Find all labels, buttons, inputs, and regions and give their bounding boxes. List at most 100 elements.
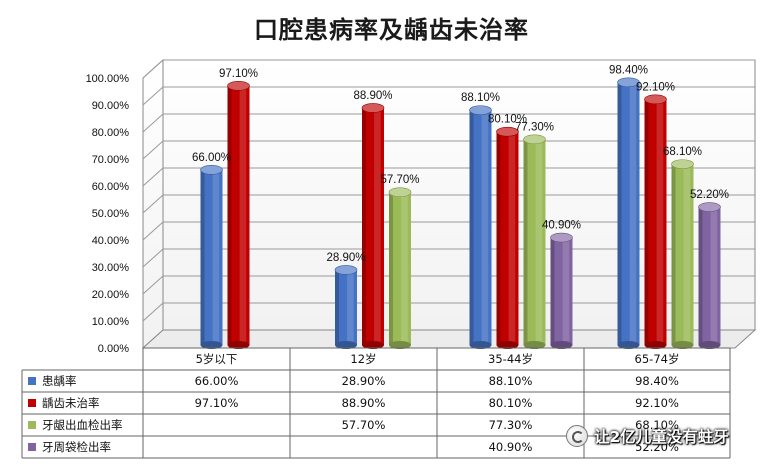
bar-shade: [227, 85, 232, 345]
legend-label: 牙周袋检出率: [42, 440, 111, 454]
gridline: [142, 59, 755, 79]
bar-top: [496, 126, 519, 137]
category-label: 5岁以下: [196, 352, 238, 366]
data-label: 40.90%: [542, 220, 581, 232]
bar-shade: [389, 192, 393, 345]
data-label: 98.40%: [609, 64, 648, 76]
bar-top: [388, 187, 412, 198]
chart-title: 口腔患病率及龋齿未治率: [254, 16, 529, 44]
y-tick-label: 10.00%: [92, 316, 130, 328]
data-label: 97.10%: [219, 68, 258, 80]
y-tick-label: 90.00%: [92, 100, 130, 112]
bar-top: [523, 134, 546, 145]
bar-shade: [523, 139, 528, 345]
bar-highlight: [239, 85, 247, 345]
gridline: [142, 140, 755, 160]
bar: [388, 187, 412, 349]
table-cell: 77.30%: [489, 418, 533, 432]
bar-highlight: [629, 82, 637, 345]
bar-highlight: [212, 169, 220, 345]
gridline: [142, 113, 755, 133]
category-label: 65-74岁: [635, 352, 680, 366]
bar: [644, 94, 667, 349]
bar-base: [698, 341, 721, 349]
table-cell: 66.00%: [195, 374, 239, 388]
data-label: 77.30%: [515, 121, 554, 133]
bar-top: [550, 232, 573, 243]
legend-swatch: [28, 399, 36, 407]
bar-top: [671, 159, 694, 169]
data-label: 28.90%: [326, 252, 365, 264]
legend-swatch: [28, 421, 36, 429]
y-tick-label: 60.00%: [92, 181, 130, 193]
bar: [200, 165, 223, 349]
table-cell: 97.10%: [195, 396, 239, 410]
bar: [361, 103, 385, 349]
bars: [200, 77, 721, 349]
y-axis-ticks: 0.00% 10.00% 20.00% 30.00% 40.00% 50.00% 60.00…: [86, 73, 130, 355]
watermark: 让2亿儿童没有蛀牙: [566, 423, 729, 449]
data-label: 92.10%: [636, 81, 675, 93]
bar-shade: [469, 110, 474, 345]
table-cell: 68.10%: [635, 418, 679, 432]
table-cell: 80.10%: [489, 396, 533, 410]
bar-highlight: [374, 107, 381, 345]
bar-base: [550, 341, 573, 349]
category-label: 35-44岁: [488, 352, 533, 366]
bar-highlight: [656, 99, 664, 345]
bar-base: [496, 341, 519, 349]
bar-base: [227, 341, 250, 349]
gridline: [142, 221, 755, 241]
bar-shade: [362, 107, 366, 345]
bar-top: [200, 165, 223, 175]
bar-top: [469, 105, 492, 115]
wechat-icon: [566, 425, 588, 447]
y-tick-label: 30.00%: [92, 262, 130, 274]
bar-highlight: [710, 207, 718, 345]
bar-highlight: [508, 131, 516, 345]
bar-top: [644, 94, 667, 105]
table-cell: 57.70%: [342, 418, 386, 432]
bar-shade: [496, 131, 501, 345]
bar-top: [334, 265, 358, 275]
legend-swatch: [28, 443, 36, 451]
gridline: [142, 194, 755, 214]
gridline: [142, 167, 755, 187]
bar-shade: [617, 82, 622, 345]
bar-base: [200, 341, 223, 349]
table-cell: 92.10%: [635, 396, 679, 410]
bar-shade: [550, 237, 555, 345]
bar-base: [389, 341, 411, 349]
y-tick-label: 70.00%: [92, 154, 130, 166]
bar-base: [469, 341, 492, 349]
bar-top: [361, 103, 385, 113]
bar-shade: [335, 269, 339, 345]
data-label: 66.00%: [192, 152, 231, 164]
table-cell: 88.10%: [489, 374, 533, 388]
bar-base: [671, 341, 694, 349]
table-cell: 40.90%: [489, 440, 533, 454]
gridline: [142, 86, 755, 106]
data-label: 80.10%: [488, 114, 527, 126]
bar-base: [644, 341, 667, 349]
bar-base: [523, 341, 546, 349]
y-tick-label: 40.00%: [92, 235, 130, 247]
y-tick-label: 0.00%: [98, 343, 129, 355]
bar-shade: [644, 99, 649, 345]
bar: [334, 265, 358, 349]
bar-highlight: [401, 192, 408, 345]
bar: [227, 81, 250, 349]
bar: [469, 105, 492, 349]
bar-base: [335, 341, 357, 349]
data-labels: 66.00% 97.10% 28.90% 88.90% 57.70% 88.10% 80.1…: [192, 64, 729, 264]
bar-shade: [200, 169, 205, 345]
bar-base: [617, 341, 640, 349]
legend-label: 龋齿未治率: [42, 396, 100, 410]
bar-shade: [698, 207, 703, 345]
bar: [550, 232, 573, 349]
y-tick-label: 20.00%: [92, 289, 130, 301]
bar-base: [362, 341, 384, 349]
bar: [698, 202, 721, 349]
